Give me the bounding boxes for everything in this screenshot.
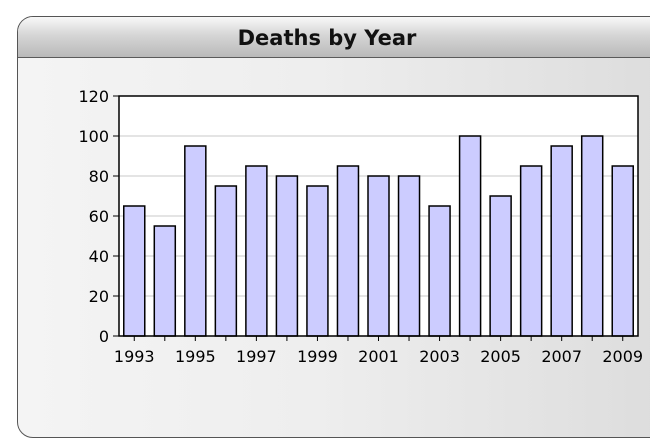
bar-chart: 0 20 40 60 80 100 120 1993 1995 1997 1999 2001 2003 2… [78,87,643,366]
x-tick-label: 1993 [114,347,155,366]
bar [458,135,482,337]
panel-header [18,17,650,58]
bar [580,135,604,337]
bar [397,175,421,337]
y-tick-label: 60 [89,207,109,226]
x-tick-label: 2001 [358,347,399,366]
x-tick-label: 1995 [175,347,216,366]
bar [519,165,543,337]
x-tick-label: 2003 [419,347,460,366]
bar [367,175,390,337]
y-tick-label: 80 [89,167,109,186]
y-tick-label: 0 [99,327,109,346]
x-tick-label: 2005 [480,347,521,366]
bar [153,225,177,337]
bar [550,145,573,337]
x-tick-label: 1997 [236,347,277,366]
x-tick-label: 1999 [297,347,338,366]
bar [245,165,268,337]
x-tick-label: 2009 [602,347,643,366]
bar [489,195,512,337]
y-tick-label: 40 [89,247,109,266]
chart-title: Deaths by Year [237,26,417,50]
bar [123,205,146,337]
y-tick-label: 20 [89,287,109,306]
bar [336,165,360,337]
y-tick-label: 120 [78,87,109,106]
bar [306,185,329,337]
bar [214,185,238,337]
x-tick-label: 2007 [541,347,582,366]
bar [184,145,207,337]
y-tick-label: 100 [78,127,109,146]
bar [611,165,634,337]
bar [428,205,451,337]
bar [275,175,299,337]
